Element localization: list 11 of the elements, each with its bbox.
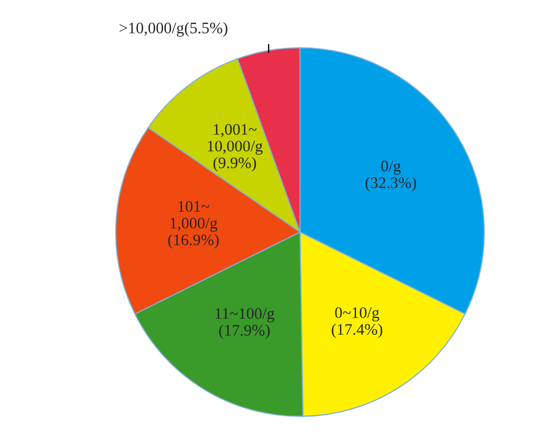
slice-label: 1,001~10,000/g <box>208 124 263 155</box>
data-label: (9.9%) <box>213 156 256 172</box>
slice-label: 11~100/g <box>216 308 274 322</box>
data-label: (17.4%) <box>332 324 382 338</box>
data-label: (32.3%) <box>366 176 416 192</box>
slice-label: 0~10/g <box>335 307 380 322</box>
data-label: (16.9%) <box>168 234 219 248</box>
slice-label: 101~1,000/g <box>170 201 218 232</box>
data-label: (17.9%) <box>219 324 270 339</box>
slice-label: >10,000/g(5.5%) <box>120 22 228 37</box>
slice-label: 0/g <box>381 160 401 175</box>
